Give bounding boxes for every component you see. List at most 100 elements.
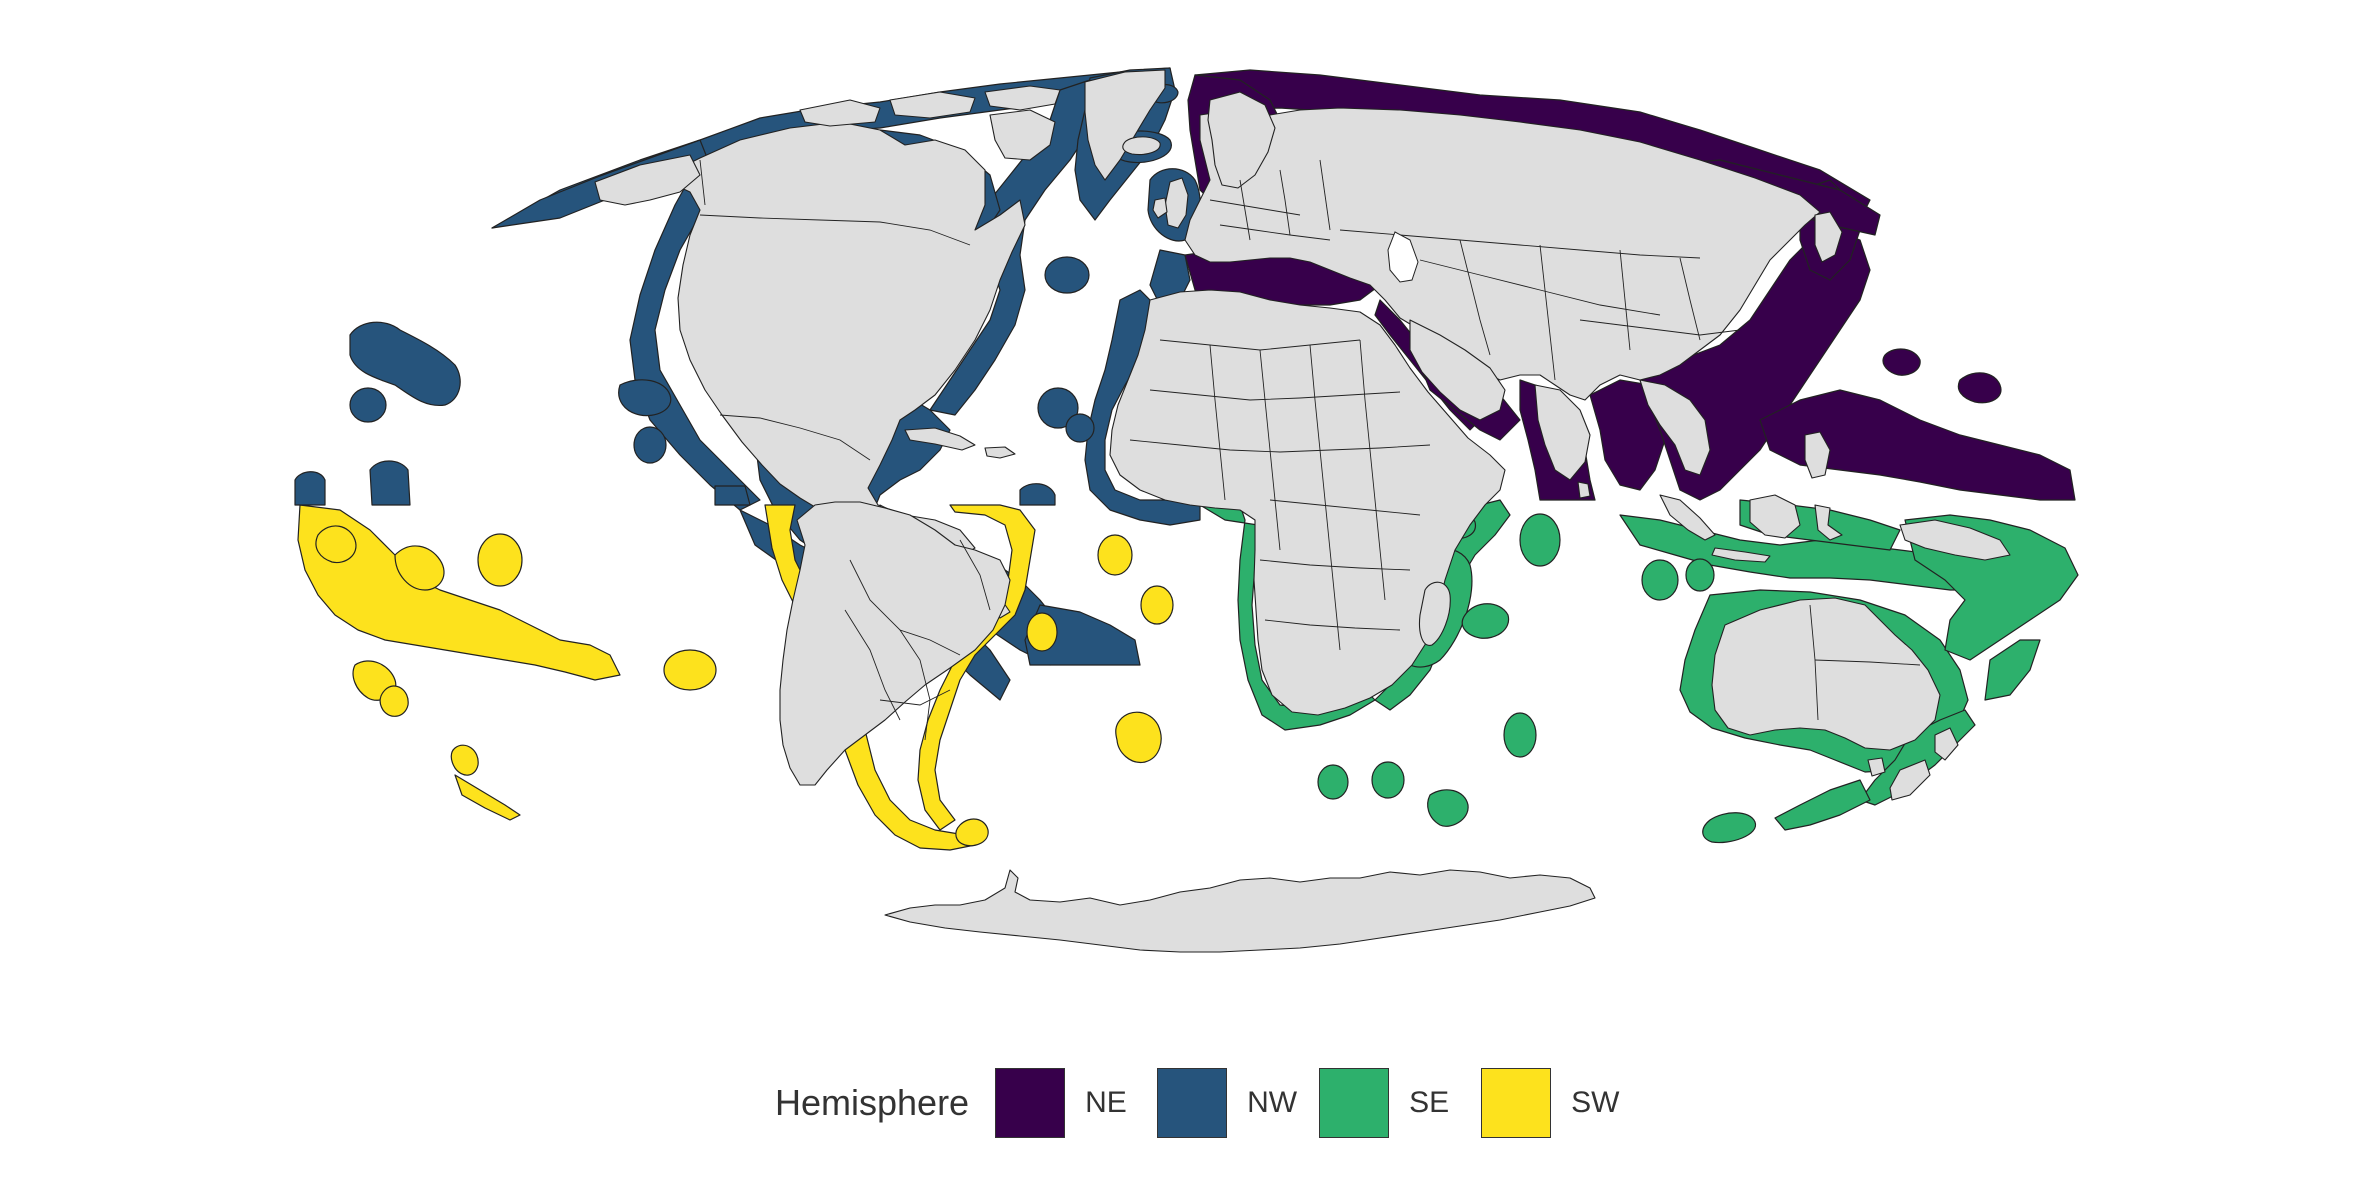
land-arabia [1409, 319, 1506, 421]
zone-nw-mexico-pacific [618, 379, 672, 417]
border-sa-2 [844, 609, 901, 721]
legend-label-se: SE [1409, 1086, 1450, 1119]
land-sri-lanka [1577, 481, 1591, 499]
land-alaska [594, 154, 701, 206]
caspian-sea [1387, 231, 1419, 283]
land-java [1711, 547, 1771, 563]
zone-se-amsterdam [1427, 789, 1469, 827]
border-af-2 [1149, 389, 1401, 401]
land-baffin [989, 109, 1056, 161]
zone-se-mauritius [1461, 603, 1510, 639]
land-hispaniola [984, 446, 1016, 459]
legend-swatch-ne [995, 1068, 1066, 1138]
zone-ne-pacific-east [1957, 372, 2002, 404]
zone-nw-island-3 [633, 426, 667, 464]
border-af-4 [1209, 344, 1226, 501]
border-eu-4 [1279, 169, 1291, 236]
zone-sw-pitcairn [663, 649, 717, 691]
border-us-mexico [719, 414, 871, 461]
land-australia [1711, 597, 1941, 751]
zone-nw-galapagos-n [714, 485, 751, 506]
zone-nw-islands [349, 256, 1095, 506]
zone-se-nz-south [1774, 779, 1871, 831]
land-antarctica [884, 869, 1596, 953]
zone-se-prince-edward [1317, 764, 1349, 800]
border-af-3 [1129, 439, 1431, 453]
border-eu-1 [1209, 199, 1301, 216]
zone-nw-island-6 [1037, 387, 1079, 429]
land-eurasia [1184, 107, 1821, 401]
zone-sw [297, 504, 1174, 851]
zone-sw-marquesas [477, 533, 523, 587]
border-af-7 [1359, 339, 1386, 601]
border-sa-5 [879, 689, 951, 706]
legend-label-ne: NE [1085, 1086, 1127, 1119]
border-canada-us [699, 214, 971, 246]
border-eu-2 [1219, 224, 1331, 241]
land-canadian-arctic-1 [799, 99, 881, 127]
legend-label-sw: SW [1571, 1086, 1620, 1119]
zone-se-vanuatu-fiji [1984, 639, 2041, 701]
land-south-america [779, 501, 1011, 786]
zone-se-kerguelen [1503, 712, 1537, 758]
land-tasmania [1867, 757, 1886, 777]
legend-swatch-se [1319, 1068, 1390, 1138]
zone-sw-ascension [1140, 585, 1174, 625]
zone-sw-tuamotu [394, 545, 445, 591]
land-cuba [904, 427, 976, 451]
zone-sw-trindade [1026, 612, 1058, 652]
legend-swatch-sw [1481, 1068, 1552, 1138]
country-borders [699, 159, 1921, 741]
border-as-6 [1679, 257, 1701, 341]
zone-sw-austral [450, 744, 479, 776]
legend-swatch-nw [1157, 1068, 1228, 1138]
legend-title: Hemisphere [775, 1082, 970, 1123]
zone-se-chagos [1519, 513, 1561, 567]
land-borneo [1749, 494, 1801, 539]
land-sulawesi [1814, 504, 1843, 541]
border-as-2 [1419, 259, 1661, 316]
zone-sw-st-helena [1097, 534, 1133, 576]
land-indochina [1639, 379, 1711, 476]
land-philippines [1804, 431, 1831, 479]
land-new-zealand-south [1889, 759, 1931, 801]
land-new-guinea [1899, 519, 2011, 561]
zone-se-crozet [1371, 761, 1405, 799]
land-madagascar [1418, 581, 1451, 646]
legend-item-ne: NE [995, 1068, 1133, 1138]
legend-label-nw: NW [1247, 1086, 1298, 1119]
zone-se-cocos [1641, 559, 1679, 601]
zone-nw-west-coast [629, 159, 761, 511]
land-sumatra [1659, 494, 1716, 541]
zone-se-macquarie [1702, 812, 1756, 844]
zone-sw-samoa [315, 525, 357, 564]
border-af-8 [1269, 499, 1421, 516]
zone-nw-equator-cap-3 [1019, 483, 1056, 506]
legend-item-se: SE [1319, 1068, 1457, 1138]
border-as-4 [1539, 244, 1556, 381]
zone-sw-falklands [955, 818, 989, 847]
border-af-10 [1264, 619, 1401, 631]
zone-ne-island-a [1882, 348, 1921, 376]
border-sa-4 [959, 539, 991, 611]
zone-nw-equator-cap-1 [294, 471, 326, 506]
zone-nw-island-4 [1044, 256, 1090, 294]
legend-item-sw: SW [1481, 1068, 1619, 1138]
land-ireland [1152, 197, 1168, 219]
border-alaska-canada [699, 159, 706, 206]
zone-nw-island-7 [1065, 413, 1095, 443]
zone-nw-equator-cap-2 [369, 460, 411, 506]
legend: Hemisphere NE NW SE SW [775, 1066, 1643, 1140]
border-as-5 [1619, 249, 1631, 351]
zone-sw-tonga [379, 685, 409, 717]
border-as-7 [1579, 319, 1741, 336]
land-india [1534, 384, 1591, 481]
border-af-6 [1309, 344, 1341, 651]
border-au-2 [1814, 659, 1921, 666]
land-iceland [1122, 136, 1161, 156]
land-canadian-arctic-2 [889, 91, 976, 119]
zone-nw-island-1 [349, 387, 387, 423]
border-sa-3 [899, 629, 931, 741]
border-eu-5 [1319, 159, 1331, 231]
